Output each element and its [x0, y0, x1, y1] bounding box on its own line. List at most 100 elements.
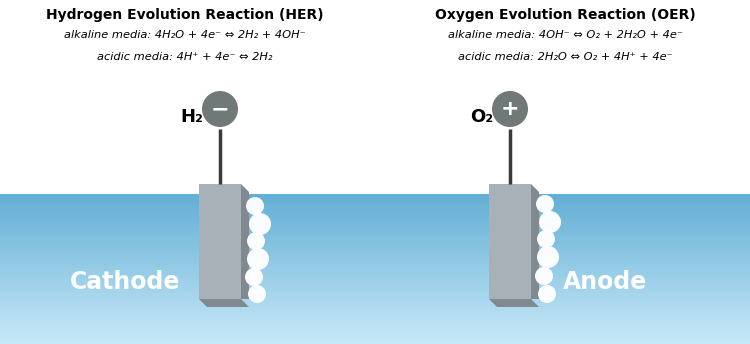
Bar	[0, 313, 750, 316]
Bar	[0, 338, 750, 340]
Bar	[0, 199, 750, 202]
Bar	[0, 233, 750, 235]
Bar	[0, 287, 750, 290]
Bar	[0, 319, 750, 322]
Bar	[0, 205, 750, 207]
Text: Hydrogen Evolution Reaction (HER): Hydrogen Evolution Reaction (HER)	[46, 8, 324, 22]
Bar	[0, 308, 750, 310]
Bar	[0, 201, 750, 203]
Bar	[0, 280, 750, 282]
Bar	[0, 231, 750, 233]
Bar	[0, 212, 750, 215]
Bar	[0, 220, 750, 222]
Bar	[0, 291, 750, 293]
Bar	[0, 195, 750, 198]
Bar	[0, 222, 750, 224]
Bar	[0, 227, 750, 230]
Bar	[0, 334, 750, 336]
Bar	[0, 297, 750, 299]
Bar	[0, 0, 750, 194]
Bar	[0, 261, 750, 264]
Bar	[489, 184, 531, 299]
Bar	[0, 207, 750, 209]
Bar	[0, 246, 750, 248]
Bar	[0, 218, 750, 220]
Bar	[0, 270, 750, 273]
Bar	[0, 302, 750, 305]
Bar	[0, 329, 750, 331]
Bar	[0, 330, 750, 333]
Circle shape	[245, 268, 263, 286]
Bar	[0, 274, 750, 277]
Bar	[0, 240, 750, 243]
Text: Anode: Anode	[562, 270, 647, 294]
Bar	[0, 340, 750, 342]
Bar	[0, 237, 750, 239]
Bar	[0, 326, 750, 329]
Bar	[0, 304, 750, 307]
Bar	[0, 325, 750, 327]
Text: acidic media: 4H⁺ + 4e⁻ ⇔ 2H₂: acidic media: 4H⁺ + 4e⁻ ⇔ 2H₂	[98, 52, 273, 62]
Bar	[0, 238, 750, 241]
Bar	[0, 272, 750, 275]
Bar	[0, 265, 750, 267]
Bar	[0, 225, 750, 228]
Bar	[0, 332, 750, 335]
Bar	[0, 282, 750, 284]
Bar	[0, 254, 750, 256]
Bar	[0, 286, 750, 288]
Bar	[0, 310, 750, 312]
Circle shape	[539, 211, 561, 233]
Bar	[0, 257, 750, 260]
Bar	[0, 312, 750, 314]
Circle shape	[247, 248, 269, 270]
Bar	[0, 255, 750, 258]
Bar	[0, 193, 750, 196]
Polygon shape	[531, 184, 539, 299]
Text: −: −	[211, 99, 230, 119]
Circle shape	[537, 246, 559, 268]
Bar	[0, 315, 750, 318]
Circle shape	[538, 285, 556, 303]
Bar	[0, 300, 750, 303]
Bar	[0, 278, 750, 280]
Bar	[0, 336, 750, 338]
Bar	[0, 276, 750, 278]
Bar	[199, 184, 241, 299]
Bar	[0, 203, 750, 205]
Bar	[0, 317, 750, 320]
Text: acidic media: 2H₂O ⇔ O₂ + 4H⁺ + 4e⁻: acidic media: 2H₂O ⇔ O₂ + 4H⁺ + 4e⁻	[458, 52, 672, 62]
Circle shape	[492, 91, 528, 127]
Circle shape	[537, 230, 555, 248]
Polygon shape	[199, 299, 249, 307]
Bar	[0, 250, 750, 252]
Bar	[0, 342, 750, 344]
Bar	[0, 306, 750, 308]
Bar	[0, 216, 750, 218]
Bar	[0, 289, 750, 291]
Text: +: +	[501, 99, 519, 119]
Circle shape	[248, 285, 266, 303]
Bar	[0, 299, 750, 301]
Bar	[0, 229, 750, 232]
Bar	[0, 323, 750, 325]
Circle shape	[535, 267, 553, 285]
Bar	[0, 197, 750, 200]
Bar	[0, 293, 750, 295]
Bar	[0, 235, 750, 237]
Circle shape	[536, 195, 554, 213]
Bar	[0, 263, 750, 265]
Bar	[0, 251, 750, 254]
Circle shape	[202, 91, 238, 127]
Bar	[0, 214, 750, 216]
Bar	[0, 283, 750, 286]
Bar	[0, 244, 750, 247]
Circle shape	[247, 232, 265, 250]
Bar	[0, 242, 750, 245]
Bar	[0, 248, 750, 250]
Bar	[0, 208, 750, 211]
Text: alkaline media: 4H₂O + 4e⁻ ⇔ 2H₂ + 4OH⁻: alkaline media: 4H₂O + 4e⁻ ⇔ 2H₂ + 4OH⁻	[64, 30, 306, 40]
Bar	[0, 321, 750, 323]
Circle shape	[246, 197, 264, 215]
Polygon shape	[241, 184, 249, 299]
